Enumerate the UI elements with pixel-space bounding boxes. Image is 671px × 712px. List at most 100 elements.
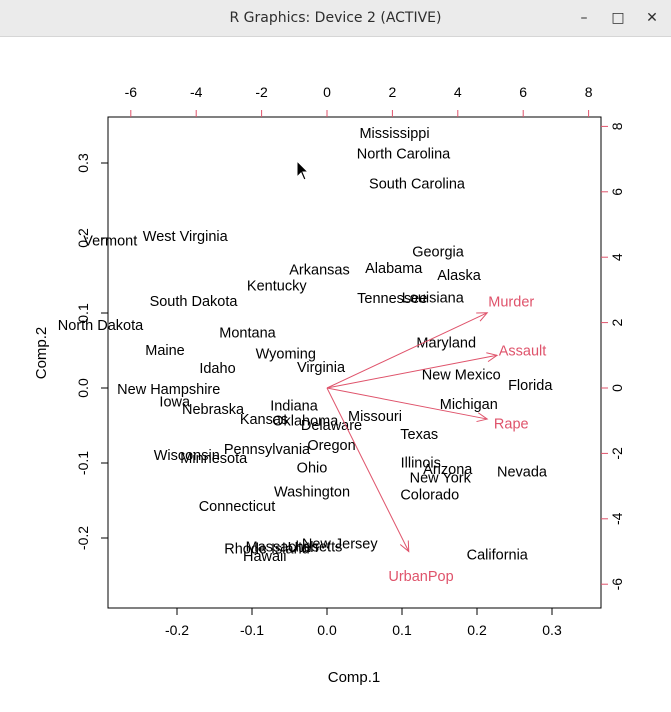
right-tick-label: 2 bbox=[609, 318, 625, 326]
top-tick-label: 8 bbox=[585, 84, 593, 100]
state-label: North Dakota bbox=[58, 318, 144, 334]
x-tick-label: 0.2 bbox=[467, 622, 487, 638]
state-label: Connecticut bbox=[199, 499, 276, 515]
state-label: Nevada bbox=[497, 464, 548, 480]
state-label: Virginia bbox=[297, 360, 346, 376]
right-tick-label: 6 bbox=[609, 188, 625, 196]
state-label: Rhode Island bbox=[224, 542, 309, 558]
top-axis: -6 -4 -2 0 2 4 6 8 bbox=[125, 84, 593, 117]
y-tick-label: 0.2 bbox=[75, 228, 91, 248]
right-axis: -6 -4 -2 0 2 4 6 8 bbox=[601, 122, 625, 590]
state-label: Utah bbox=[288, 540, 319, 556]
state-label: Minnesota bbox=[180, 451, 248, 467]
state-label: Vermont bbox=[83, 233, 137, 249]
state-label: Pennsylvania bbox=[224, 442, 311, 458]
maximize-button[interactable]: □ bbox=[606, 6, 630, 30]
x-tick-label: -0.1 bbox=[240, 622, 264, 638]
state-label: Alabama bbox=[365, 261, 423, 277]
state-label: Nebraska bbox=[182, 402, 245, 418]
loading-label: Rape bbox=[494, 417, 529, 433]
state-label: Arizona bbox=[423, 462, 473, 478]
loading-arrow bbox=[326, 312, 488, 389]
right-tick-label: 8 bbox=[609, 122, 625, 130]
top-tick-label: -4 bbox=[190, 84, 203, 100]
state-label: Georgia bbox=[412, 245, 465, 261]
state-label: Oregon bbox=[307, 438, 355, 454]
state-label: New Hampshire bbox=[117, 382, 220, 398]
y-tick-label: 0.3 bbox=[75, 153, 91, 173]
state-label: Wisconsin bbox=[154, 448, 220, 464]
state-label: Alaska bbox=[437, 268, 481, 284]
state-label: Maryland bbox=[416, 335, 476, 351]
left-axis: -0.2 -0.1 0.0 0.1 0.2 0.3 bbox=[75, 153, 108, 550]
mouse-cursor-icon bbox=[296, 160, 310, 181]
state-label: New York bbox=[410, 470, 472, 486]
state-label: Idaho bbox=[199, 361, 235, 377]
state-label: Washington bbox=[274, 485, 350, 501]
state-label: South Dakota bbox=[150, 294, 239, 310]
y-tick-label: 0.0 bbox=[75, 378, 91, 398]
state-label: Tennessee bbox=[357, 291, 427, 307]
bottom-axis: -0.2 -0.1 0.0 0.1 0.2 0.3 bbox=[165, 608, 562, 638]
state-label: New Mexico bbox=[422, 368, 501, 384]
state-label: West Virginia bbox=[143, 229, 229, 245]
loading-label: UrbanPop bbox=[388, 569, 453, 585]
score-labels: Mississippi North Carolina South Carolina W… bbox=[58, 126, 554, 565]
y-axis-label: Comp.2 bbox=[33, 327, 50, 380]
state-label: Oklahoma bbox=[272, 413, 339, 429]
state-label: Iowa bbox=[159, 395, 191, 411]
y-tick-label: 0.1 bbox=[75, 303, 91, 323]
state-label: Illinois bbox=[401, 455, 441, 471]
minimize-button[interactable]: – bbox=[572, 6, 596, 30]
arrow-head bbox=[476, 312, 489, 322]
y-tick-label: -0.1 bbox=[75, 451, 91, 475]
right-tick-label: 0 bbox=[609, 384, 625, 392]
state-label: Montana bbox=[219, 326, 276, 342]
loading-label: Murder bbox=[488, 295, 534, 311]
right-tick-label: -6 bbox=[609, 578, 625, 591]
loading-arrow bbox=[326, 387, 410, 552]
state-label: Louisiana bbox=[402, 290, 465, 306]
state-label: South Carolina bbox=[369, 176, 466, 192]
right-tick-label: -4 bbox=[609, 512, 625, 525]
state-label: California bbox=[467, 548, 529, 564]
right-tick-label: 4 bbox=[609, 253, 625, 261]
state-label: Florida bbox=[508, 378, 553, 394]
top-tick-label: 4 bbox=[454, 84, 462, 100]
loading-label: Assault bbox=[499, 343, 547, 359]
state-label: Missouri bbox=[348, 409, 402, 425]
state-label: New Jersey bbox=[302, 536, 378, 552]
state-label: Wyoming bbox=[256, 347, 316, 363]
arrow-head bbox=[486, 352, 499, 363]
window-titlebar: R Graphics: Device 2 (ACTIVE) – □ ✕ bbox=[0, 0, 671, 37]
top-tick-label: -6 bbox=[125, 84, 138, 100]
loading-vectors: Murder Assault Rape UrbanPop bbox=[326, 295, 547, 585]
state-label: Arkansas bbox=[289, 263, 349, 279]
close-button[interactable]: ✕ bbox=[640, 6, 664, 30]
plot-canvas: -0.2 -0.1 0.0 0.1 0.2 0.3 -0.2 -0.1 0.0 0.1 0.2 0.… bbox=[0, 37, 671, 707]
state-label: Maine bbox=[145, 343, 185, 359]
arrow-head bbox=[399, 540, 410, 553]
y-tick-label: -0.2 bbox=[75, 526, 91, 550]
state-label: Texas bbox=[400, 427, 438, 443]
window-title: R Graphics: Device 2 (ACTIVE) bbox=[229, 10, 442, 26]
state-label: Michigan bbox=[440, 397, 498, 413]
top-tick-label: -2 bbox=[255, 84, 268, 100]
state-label: Ohio bbox=[297, 461, 328, 477]
x-tick-label: 0.1 bbox=[392, 622, 412, 638]
x-axis-label: Comp.1 bbox=[328, 669, 381, 686]
plot-box bbox=[107, 116, 602, 609]
state-label: North Carolina bbox=[357, 146, 451, 162]
loading-arrow bbox=[326, 387, 488, 420]
state-label: Indiana bbox=[270, 398, 319, 414]
state-label: Massachusetts bbox=[246, 539, 343, 555]
top-tick-label: 2 bbox=[389, 84, 397, 100]
state-label: Delaware bbox=[301, 418, 362, 434]
x-tick-label: -0.2 bbox=[165, 622, 189, 638]
x-tick-label: 0.0 bbox=[317, 622, 337, 638]
top-tick-label: 6 bbox=[519, 84, 527, 100]
state-label: Colorado bbox=[400, 488, 459, 504]
x-tick-label: 0.3 bbox=[542, 622, 562, 638]
biplot-chart: -0.2 -0.1 0.0 0.1 0.2 0.3 -0.2 -0.1 0.0 0.1 0.2 0.… bbox=[33, 84, 625, 686]
state-label: Hawaii bbox=[243, 549, 287, 565]
